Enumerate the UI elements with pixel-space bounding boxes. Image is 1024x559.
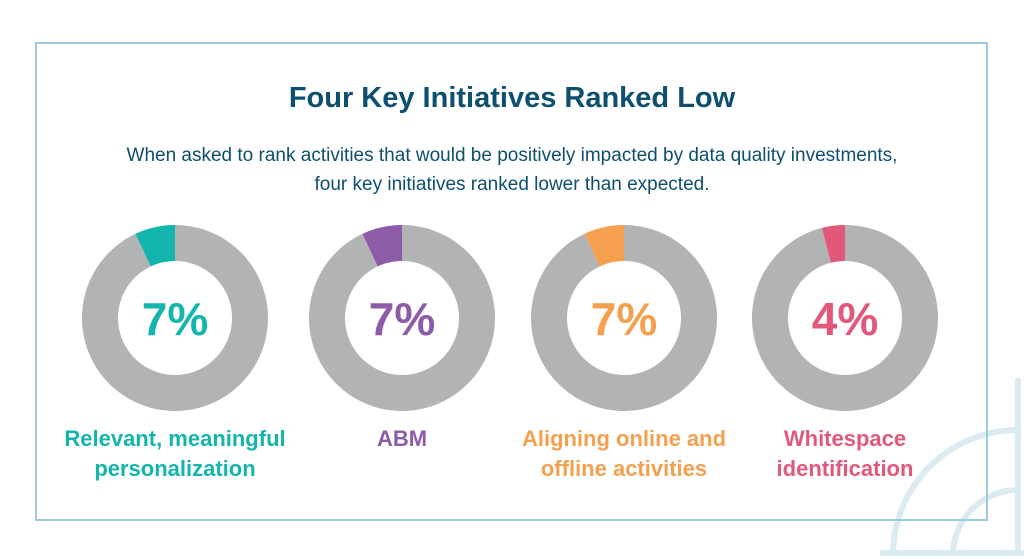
donut-category-label: ABM [272,424,532,454]
decoration-inner-arc [950,487,1019,556]
category-label-line: Whitespace [783,426,907,451]
category-label-line: Relevant, meaningful [64,426,286,451]
donut-value-label: 7% [368,293,436,345]
category-label-line: Aligning online and [521,426,727,451]
category-label-line: identification [776,456,914,481]
donut-remainder-slice [751,225,939,411]
donut-value-slice [135,225,175,267]
donut-remainder-slice [81,225,268,411]
subtitle-line-2: four key initiatives ranked lower than e… [314,174,710,195]
donut-value-slice [821,225,845,263]
donut-value-label: 7% [141,293,209,345]
decoration-outer-arc [890,427,1019,556]
donut-value-slice [362,225,402,267]
donut-value-slice [584,225,624,267]
page-title: Four Key Initiatives Ranked Low [288,82,736,114]
donut-category-label: Whitespace identification [715,424,975,484]
donut-remainder-slice [531,225,717,411]
donut-value-label: 7% [590,293,658,345]
content-frame [35,42,988,521]
donut-remainder-slice [309,225,496,411]
donut-category-label: Relevant, meaningful personalization [45,424,305,484]
donut-category-label: Aligning online and offline activities [494,424,754,484]
category-label-line: personalization [94,456,256,481]
category-label-line: ABM [376,426,428,451]
subtitle-line-1: When asked to rank activities that would… [126,145,898,166]
donut-value-label: 4% [811,293,879,345]
category-label-line: offline activities [540,456,708,481]
